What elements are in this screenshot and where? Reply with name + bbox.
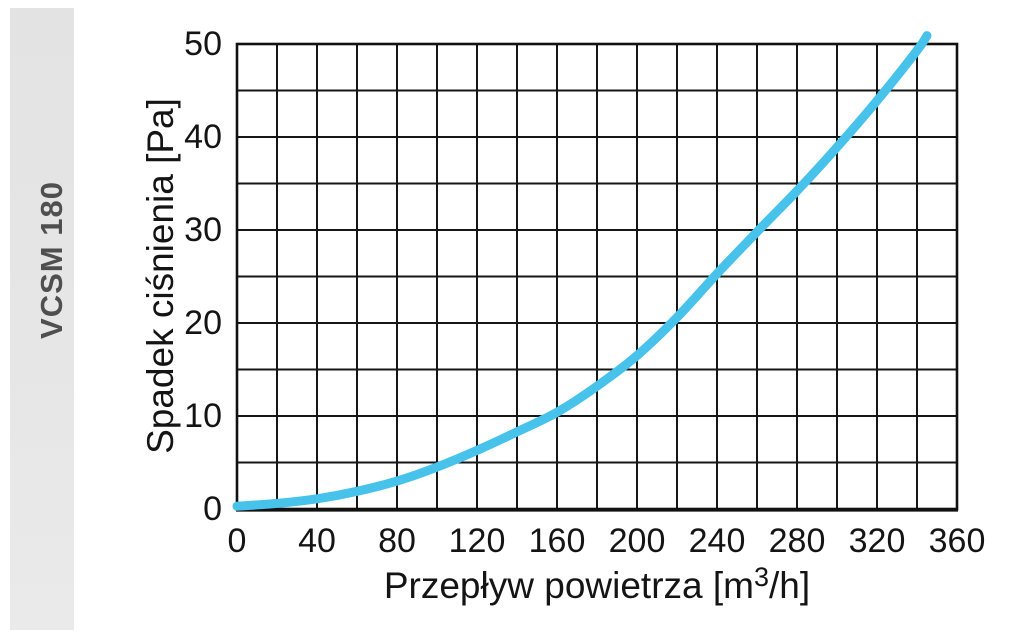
x-tick-label: 320: [848, 522, 906, 560]
x-tick-label: 280: [768, 522, 826, 560]
model-sidebar: VCSM 180: [10, 8, 74, 630]
x-axis-title-prefix: Przepływ powietrza [m: [383, 565, 754, 606]
x-tick-label: 360: [928, 522, 986, 560]
x-axis-title-superscript: 3: [753, 562, 769, 592]
y-tick-label: 0: [203, 490, 222, 528]
pressure-drop-curve: [232, 31, 932, 511]
x-tick-label: 40: [298, 522, 336, 560]
y-tick-label: 40: [184, 118, 222, 156]
y-tick-label: 30: [184, 211, 222, 249]
x-axis-title: Przepływ powietrza [m3/h]: [383, 562, 811, 611]
y-tick-label: 10: [184, 397, 222, 435]
x-tick-label: 120: [448, 522, 506, 560]
y-tick-label: 50: [184, 25, 222, 63]
y-axis-title: Spadek ciśnienia [Pa]: [140, 98, 181, 454]
x-tick-label: 0: [227, 522, 247, 560]
x-axis-title-suffix: /h]: [769, 565, 811, 606]
y-tick-label: 20: [184, 304, 222, 342]
x-tick-label: 240: [688, 522, 746, 560]
x-tick-label: 160: [528, 522, 586, 560]
x-tick-label: 80: [378, 522, 416, 560]
x-tick-label: 200: [608, 522, 666, 560]
